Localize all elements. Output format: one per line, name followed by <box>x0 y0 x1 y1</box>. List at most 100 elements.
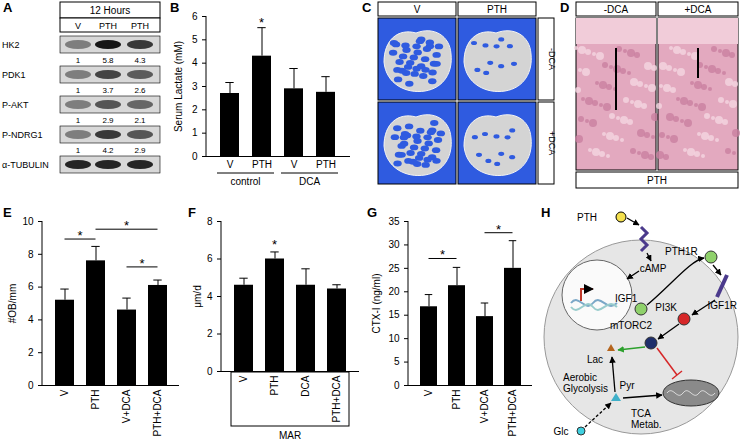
svg-text:V: V <box>238 375 249 382</box>
svg-text:V: V <box>423 389 434 396</box>
svg-text:PTH: PTH <box>451 390 462 410</box>
svg-text:1: 1 <box>76 86 81 95</box>
svg-text:α-TUBULIN: α-TUBULIN <box>2 160 49 170</box>
svg-text:IGF1: IGF1 <box>615 293 638 304</box>
svg-text:Lac: Lac <box>587 354 603 365</box>
html-text:A: A <box>3 0 13 15</box>
svg-text:4: 4 <box>192 57 198 68</box>
svg-text:12 Hours: 12 Hours <box>90 5 131 16</box>
svg-text:2: 2 <box>192 104 198 115</box>
svg-text:6: 6 <box>192 11 198 22</box>
svg-text:5: 5 <box>192 34 198 45</box>
svg-text:1: 1 <box>76 56 81 65</box>
svg-text:4: 4 <box>207 291 213 302</box>
svg-text:PTH: PTH <box>316 159 336 170</box>
svg-text:PTH1R: PTH1R <box>665 246 698 257</box>
svg-text:V+DCA: V+DCA <box>121 389 132 423</box>
svg-text:PTH: PTH <box>252 159 272 170</box>
svg-text:0: 0 <box>192 151 198 162</box>
svg-text:35: 35 <box>388 216 400 227</box>
svg-text:-DCA: -DCA <box>604 4 629 15</box>
svg-text:Glc: Glc <box>554 426 569 437</box>
svg-text:*: * <box>440 247 445 262</box>
svg-text:PTH: PTH <box>647 175 667 186</box>
svg-text:*: * <box>139 256 144 271</box>
svg-text:4.2: 4.2 <box>102 146 114 155</box>
svg-text:DCA: DCA <box>299 176 320 187</box>
svg-text:*: * <box>496 222 501 237</box>
svg-text:2.9: 2.9 <box>134 146 146 155</box>
svg-text:P-AKT: P-AKT <box>2 100 29 110</box>
svg-text:*: * <box>259 15 264 30</box>
svg-text:8: 8 <box>207 216 213 227</box>
svg-text:+DCA: +DCA <box>685 4 712 15</box>
svg-text:PTH: PTH <box>90 390 101 410</box>
svg-text:20: 20 <box>388 286 400 297</box>
svg-text:Serum Lactate (mM): Serum Lactate (mM) <box>173 41 184 132</box>
svg-text:25: 25 <box>388 263 400 274</box>
svg-text:1: 1 <box>192 127 198 138</box>
svg-text:cAMP: cAMP <box>640 263 667 274</box>
svg-text:0: 0 <box>28 380 34 391</box>
svg-text:0: 0 <box>207 366 213 377</box>
svg-text:0: 0 <box>394 380 400 391</box>
svg-text:CTX-I (ng/ml): CTX-I (ng/ml) <box>371 274 382 334</box>
svg-text:IGF1R: IGF1R <box>708 300 737 311</box>
svg-text:5.8: 5.8 <box>102 56 114 65</box>
svg-text:PDK1: PDK1 <box>2 70 26 80</box>
svg-text:V+DCA: V+DCA <box>479 389 490 423</box>
svg-text:V: V <box>291 159 298 170</box>
svg-text:6: 6 <box>207 253 213 264</box>
svg-text:4.3: 4.3 <box>134 56 146 65</box>
svg-text:PTH+DCA: PTH+DCA <box>331 375 342 422</box>
svg-text:#OB/mm: #OB/mm <box>7 284 18 323</box>
svg-text:PTH: PTH <box>487 4 507 15</box>
svg-text:Pyr: Pyr <box>620 380 636 391</box>
svg-text:2.1: 2.1 <box>134 116 146 125</box>
svg-text:8: 8 <box>28 249 34 260</box>
svg-text:+DCA: +DCA <box>547 131 557 155</box>
svg-text:2: 2 <box>28 347 34 358</box>
svg-text:2.9: 2.9 <box>102 116 114 125</box>
svg-text:AerobicGlycolysis: AerobicGlycolysis <box>563 372 608 394</box>
svg-text:10: 10 <box>22 216 34 227</box>
svg-text:TCAMetab.: TCAMetab. <box>631 408 662 430</box>
svg-text:*: * <box>124 218 129 233</box>
svg-text:PTH+DCA: PTH+DCA <box>507 389 518 436</box>
svg-text:2.6: 2.6 <box>134 86 146 95</box>
svg-text:HK2: HK2 <box>2 40 20 50</box>
svg-text:4: 4 <box>28 314 34 325</box>
svg-text:10: 10 <box>388 333 400 344</box>
html-text:G: G <box>367 205 378 220</box>
svg-text:control: control <box>230 176 260 187</box>
svg-text:*: * <box>272 237 277 252</box>
svg-text:mTORC2: mTORC2 <box>610 320 652 331</box>
svg-text:PI3K: PI3K <box>655 302 677 313</box>
html-text:B: B <box>170 0 180 15</box>
svg-text:V: V <box>227 159 234 170</box>
svg-text:15: 15 <box>388 309 400 320</box>
svg-text:1: 1 <box>76 146 81 155</box>
svg-text:PTH: PTH <box>99 21 117 31</box>
svg-text:V: V <box>414 4 421 15</box>
svg-text:2: 2 <box>207 328 213 339</box>
svg-text:3: 3 <box>192 81 198 92</box>
svg-text:3.7: 3.7 <box>102 86 114 95</box>
svg-text:1: 1 <box>76 116 81 125</box>
svg-text:V: V <box>75 21 81 31</box>
svg-text:MAR: MAR <box>279 430 301 441</box>
svg-text:PTH: PTH <box>131 21 149 31</box>
svg-text:PTH: PTH <box>269 376 280 396</box>
svg-text:6: 6 <box>28 281 34 292</box>
svg-text:5: 5 <box>394 356 400 367</box>
svg-text:P-NDRG1: P-NDRG1 <box>2 130 43 140</box>
svg-text:*: * <box>77 228 82 243</box>
svg-text:30: 30 <box>388 239 400 250</box>
svg-text:DCA: DCA <box>300 375 311 396</box>
svg-text:-DCA: -DCA <box>547 48 557 70</box>
svg-text:PTH+DCA: PTH+DCA <box>152 389 163 436</box>
svg-text:PTH: PTH <box>577 212 597 223</box>
svg-text:V: V <box>59 389 70 396</box>
svg-text:μm/d: μm/d <box>192 285 203 307</box>
html-text:C: C <box>362 0 372 15</box>
